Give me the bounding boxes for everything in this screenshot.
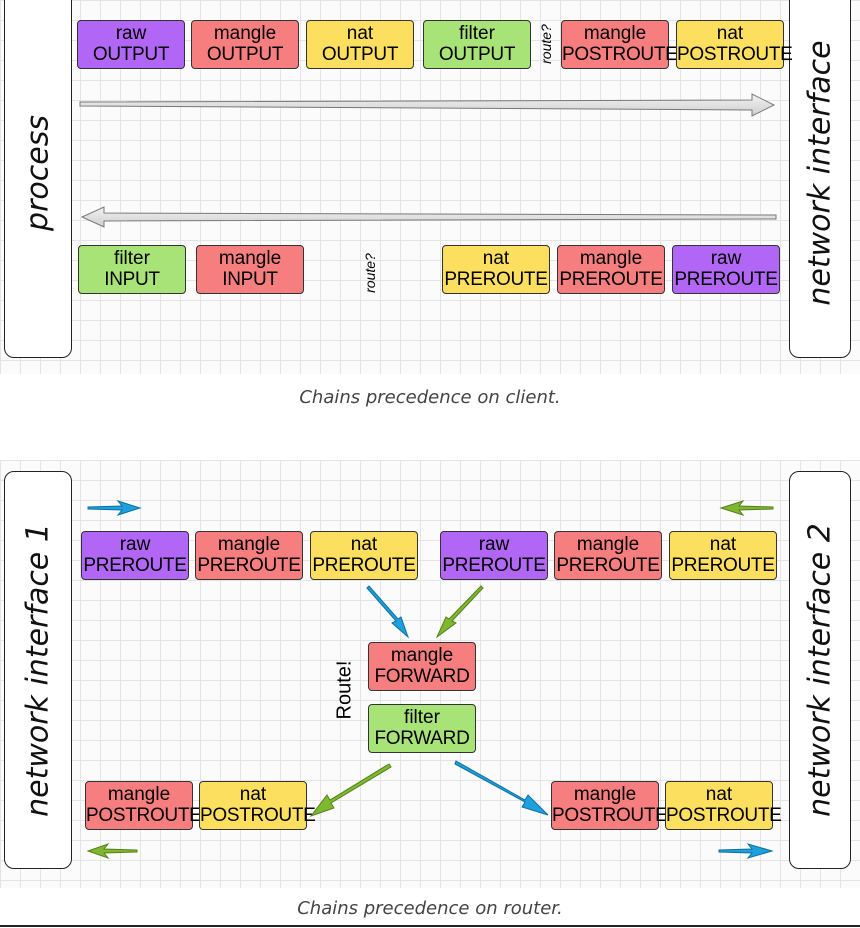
chain-box: nat OUTPUT (306, 20, 414, 69)
chain-name: PREROUTE (444, 269, 548, 290)
client-caption: Chains precedence on client. (299, 387, 561, 408)
table-name: mangle (583, 23, 647, 44)
chain-name: POSTROUTE (666, 805, 782, 826)
chain-name: INPUT (104, 269, 160, 290)
chain-box: mangle PREROUTE (195, 531, 303, 580)
chain-name: PREROUTE (197, 555, 301, 576)
arrow-diagonal-icon (454, 760, 549, 816)
arrow-right-icon (718, 843, 774, 859)
chain-name: PREROUTE (559, 269, 663, 290)
chain-name: FORWARD (374, 728, 470, 749)
chain-name: PREROUTE (83, 555, 187, 576)
table-name: raw (710, 248, 742, 269)
table-name: nat (716, 23, 744, 44)
chain-name: OUTPUT (438, 44, 516, 65)
chain-box: nat POSTROUTE (199, 781, 316, 830)
chain-name: FORWARD (374, 666, 470, 687)
table-name: mangle (217, 534, 281, 555)
table-name: raw (478, 534, 510, 555)
table-name: raw (115, 23, 147, 44)
chain-box: mangle POSTROUTE (561, 20, 678, 69)
process-box: process (4, 0, 72, 358)
table-name: nat (350, 534, 378, 555)
arrow-right-icon (87, 500, 142, 516)
chain-name: PREROUTE (556, 555, 660, 576)
chain-box: raw OUTPUT (77, 20, 185, 69)
chain-box: filter OUTPUT (423, 20, 531, 69)
chain-box: mangle PREROUTE (557, 245, 665, 294)
chain-name: INPUT (222, 269, 278, 290)
chain-name: OUTPUT (92, 44, 170, 65)
chain-box: mangle INPUT (196, 245, 304, 294)
client-network-interface-box: network interface (789, 0, 851, 358)
chain-name: PREROUTE (674, 269, 778, 290)
chain-box: mangle FORWARD (368, 642, 476, 691)
chain-name: OUTPUT (206, 44, 284, 65)
chain-box: nat PREROUTE (442, 245, 550, 294)
chain-name: PREROUTE (442, 555, 546, 576)
chain-box: filter INPUT (78, 245, 186, 294)
client-diagram: process network interface raw OUTPUT man… (0, 0, 860, 374)
arrow-diagonal-icon (366, 585, 410, 639)
chain-box: nat PREROUTE (669, 531, 777, 580)
table-name: filter (404, 707, 440, 728)
table-name: mangle (390, 645, 454, 666)
chain-box: raw PREROUTE (672, 245, 780, 294)
bottom-rule (0, 925, 860, 927)
outgoing-flow-arrow (79, 93, 776, 117)
network-interface-1-box: network interface 1 (4, 471, 72, 869)
table-name: mangle (213, 23, 277, 44)
chain-box: mangle PREROUTE (554, 531, 662, 580)
chain-box: nat POSTROUTE (676, 20, 793, 69)
chain-box: raw PREROUTE (81, 531, 189, 580)
chain-name: POSTROUTE (552, 805, 668, 826)
arrow-diagonal-icon (435, 585, 484, 639)
chain-box: mangle POSTROUTE (85, 781, 202, 830)
chain-box: mangle POSTROUTE (551, 781, 668, 830)
table-name: mangle (579, 248, 643, 269)
table-name: nat (705, 784, 733, 805)
incoming-flow-arrow (80, 206, 777, 228)
chain-box: mangle OUTPUT (191, 20, 299, 69)
table-name: mangle (573, 784, 637, 805)
chain-name: PREROUTE (312, 555, 416, 576)
arrow-left-icon (719, 500, 774, 516)
chain-name: PREROUTE (671, 555, 775, 576)
table-name: filter (114, 248, 150, 269)
chain-box: nat PREROUTE (310, 531, 418, 580)
chain-name: POSTROUTE (200, 805, 316, 826)
arrow-left-icon (86, 842, 138, 860)
chain-box: raw PREROUTE (440, 531, 548, 580)
table-name: nat (239, 784, 267, 805)
chain-name: POSTROUTE (677, 44, 793, 65)
arrow-diagonal-icon (309, 763, 392, 818)
chain-name: POSTROUTE (86, 805, 202, 826)
table-name: mangle (107, 784, 171, 805)
table-name: filter (459, 23, 495, 44)
table-name: mangle (218, 248, 282, 269)
chain-box: nat POSTROUTE (665, 781, 782, 830)
chain-box: filter FORWARD (368, 704, 476, 753)
router-caption: Chains precedence on router. (297, 898, 563, 919)
network-interface-2-box: network interface 2 (789, 471, 851, 869)
router-diagram: network interface 1 network interface 2 … (0, 460, 860, 888)
table-name: nat (709, 534, 737, 555)
chain-name: POSTROUTE (562, 44, 678, 65)
table-name: nat (346, 23, 374, 44)
table-name: nat (482, 248, 510, 269)
table-name: mangle (576, 534, 640, 555)
chain-name: OUTPUT (321, 44, 399, 65)
table-name: raw (119, 534, 151, 555)
